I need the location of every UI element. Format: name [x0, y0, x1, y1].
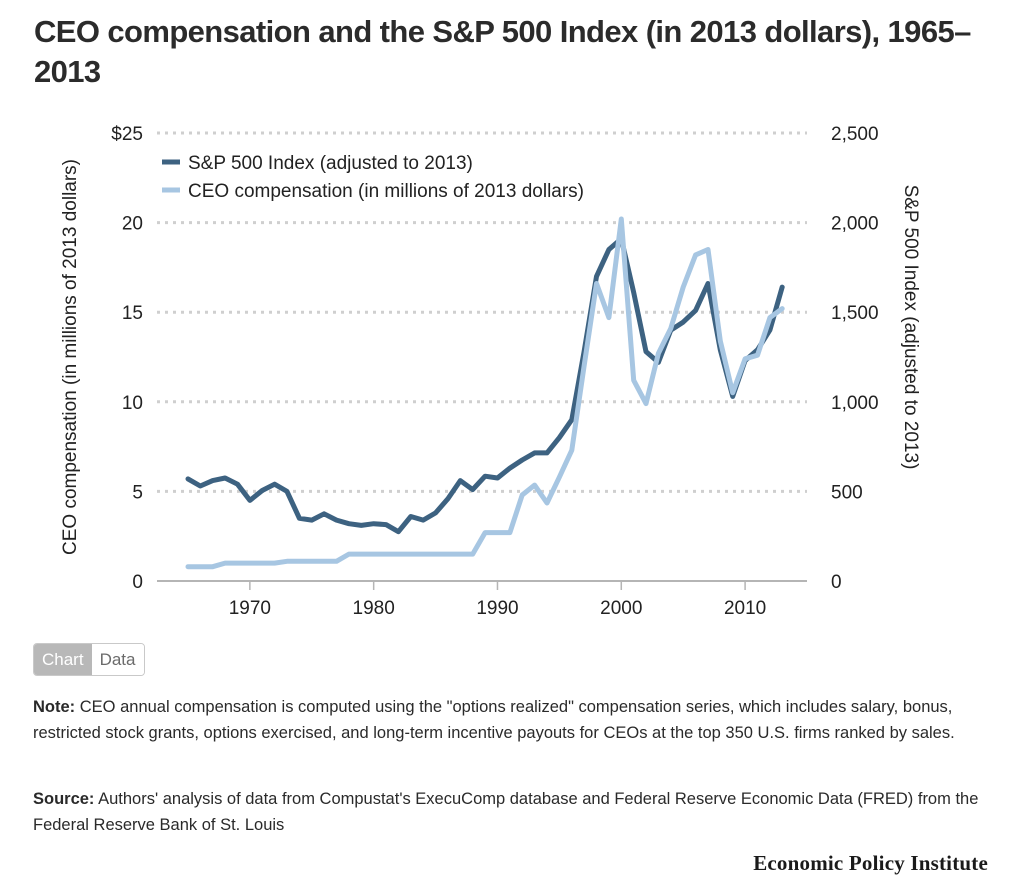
note-label: Note:	[33, 698, 76, 716]
chart-source: Source: Authors' analysis of data from C…	[33, 786, 983, 838]
x-tick-label: 1990	[476, 598, 518, 619]
series-lines	[185, 216, 785, 570]
x-tick-label: 1980	[353, 598, 395, 619]
right-y-axis: 0 500 1,000 1,500 2,000 2,500	[831, 124, 879, 593]
y2-tick-label: 500	[831, 482, 863, 503]
y2-tick-label: 1,500	[831, 303, 879, 324]
y2-tick-label: 2,500	[831, 124, 879, 145]
view-toggle: Chart Data	[33, 643, 145, 676]
chart-note: Note: CEO annual compensation is compute…	[33, 694, 983, 746]
y-tick-label: 0	[132, 572, 143, 593]
y2-tick-label: 1,000	[831, 393, 879, 414]
y-tick-label: 15	[122, 303, 143, 324]
line-chart: 0 5 10 15 20 $25 0 500 1,000 1,500 2,000 2,500 197…	[60, 124, 921, 619]
left-y-axis-title: CEO compensation (in millions of 2013 do…	[60, 159, 81, 555]
chart-tab[interactable]: Chart	[34, 644, 92, 675]
y2-tick-label: 2,000	[831, 214, 879, 235]
x-tick-label: 2010	[724, 598, 766, 619]
source-text: Authors' analysis of data from Compustat…	[33, 790, 979, 834]
right-y-axis-title: S&P 500 Index (adjusted to 2013)	[900, 185, 921, 470]
x-axis: 1970 1980 1990 2000 2010	[157, 580, 807, 619]
legend-item-ceo-compensation: CEO compensation (in millions of 2013 do…	[162, 181, 584, 202]
y-tick-label: 5	[132, 482, 143, 503]
left-y-axis: 0 5 10 15 20 $25	[111, 124, 143, 593]
y-tick-label: $25	[111, 124, 143, 145]
source-label: Source:	[33, 790, 95, 808]
brand-logo: Economic Policy Institute	[753, 851, 988, 875]
legend-item-sp500: S&P 500 Index (adjusted to 2013)	[162, 153, 473, 174]
y2-tick-label: 0	[831, 572, 842, 593]
legend-label-sp500: S&P 500 Index (adjusted to 2013)	[188, 153, 473, 174]
sp500-line	[185, 236, 785, 535]
y-tick-label: 10	[122, 393, 143, 414]
chart-title: CEO compensation and the S&P 500 Index (…	[34, 14, 971, 89]
note-text: CEO annual compensation is computed usin…	[33, 698, 955, 742]
legend: S&P 500 Index (adjusted to 2013) CEO com…	[162, 153, 584, 202]
legend-label-ceo-compensation: CEO compensation (in millions of 2013 do…	[188, 181, 584, 202]
x-tick-label: 1970	[229, 598, 271, 619]
x-tick-label: 2000	[600, 598, 642, 619]
data-tab[interactable]: Data	[91, 644, 144, 675]
ceo-compensation-line	[185, 216, 785, 570]
y-tick-label: 20	[122, 214, 143, 235]
